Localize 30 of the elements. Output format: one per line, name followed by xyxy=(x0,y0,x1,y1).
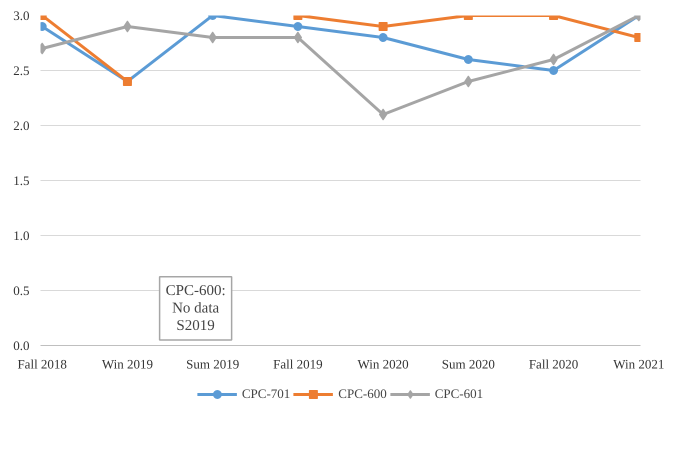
x-tick-label: Fall 2020 xyxy=(528,356,578,372)
x-tick-label: Win 2021 xyxy=(613,356,664,372)
y-tick-label: 3.0 xyxy=(13,8,30,23)
legend-label: CPC-701 xyxy=(242,386,290,402)
x-tick-label: Win 2019 xyxy=(102,356,153,372)
x-tick-label: Sum 2020 xyxy=(442,356,495,372)
annotation: CPC-600: No data S2019 xyxy=(166,282,226,334)
y-tick-label: 1.0 xyxy=(13,228,30,243)
point xyxy=(549,66,558,75)
x-tick-label: Win 2020 xyxy=(358,356,409,372)
y-tick-label: 1.5 xyxy=(13,173,30,188)
point xyxy=(293,22,302,31)
point xyxy=(123,20,132,32)
y-tick-label: 0.5 xyxy=(13,283,30,298)
y-tick-label: 2.0 xyxy=(13,118,30,133)
x-tick-label: Fall 2018 xyxy=(17,356,67,372)
point xyxy=(549,54,558,66)
point xyxy=(208,32,217,44)
y-tick-label: 0.0 xyxy=(13,338,30,353)
point xyxy=(378,33,388,42)
x-tick-label: Fall 2019 xyxy=(273,356,323,372)
legend-label: CPC-600 xyxy=(338,386,387,402)
point xyxy=(464,76,473,88)
point xyxy=(464,55,473,64)
y-tick-label: 2.5 xyxy=(13,63,30,78)
point xyxy=(378,22,388,31)
point xyxy=(378,108,388,120)
legend-label: CPC-601 xyxy=(434,386,484,402)
x-tick-label: Sum 2019 xyxy=(186,356,240,372)
point xyxy=(294,32,302,44)
